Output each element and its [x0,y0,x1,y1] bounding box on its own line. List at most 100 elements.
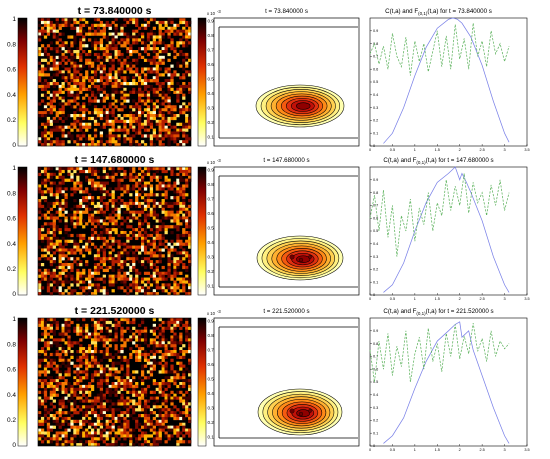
profile-x-tick: 3 [504,148,506,152]
colorbar-exponent: x 10 [207,311,216,316]
colorbar-exponent-power: -3 [217,309,221,314]
profile-x-tick: 2.5 [480,297,485,301]
profile-title: C(t,a) and F(0,1)(t,a) for t = 221.52000… [383,308,493,316]
profile-y-tick: 0 [373,444,375,448]
profile-y-tick: 0.9 [373,178,378,182]
profile-x-tick: 0.5 [390,297,395,301]
contour-colorbar-tick: 0.6 [208,362,215,367]
profile-plot: 0.90.80.70.60.50.40.30.20.100 0.5 1 1.5 2 2.5… [369,17,530,152]
map-colorbar-tick: 0 [12,442,16,449]
contour-colorbar-tick: 0.4 [208,91,215,96]
profile-x-tick: 0 [369,297,371,301]
map-colorbar [17,166,28,296]
map-colorbar-tick: 0.4 [7,392,16,399]
f-series-line [369,323,510,383]
contour-colorbar-tick: 0.7 [208,48,215,53]
profile-y-tick: 0.8 [373,191,378,195]
profile-x-tick: 1.5 [435,148,440,152]
contour-colorbar-tick: 0.6 [208,62,215,67]
profile-y-tick: 0.6 [373,216,378,220]
contour-colorbar-tick: 0.7 [208,348,215,353]
profile-x-tick: 3.5 [524,148,529,152]
contour-colorbar-tick: 0.9 [208,319,215,324]
profile-y-tick: 0.8 [373,342,378,346]
contour-colorbar-tick: 0.9 [208,19,215,24]
profile-y-tick: 0 [373,293,375,297]
c-series-line [383,166,510,293]
contour-title: t = 73.840000 s [265,8,308,15]
contour-colorbar [197,17,207,147]
colorbar-exponent-power: -3 [217,9,221,14]
profile-y-tick: 0.4 [373,393,378,397]
profile-title-sub: (0,1) [416,311,426,316]
map-colorbar-tick: 1 [12,165,16,172]
profile-y-tick: 0.1 [373,431,378,435]
profile-y-tick: 0.1 [373,280,378,284]
contour-colorbar-tick: 0.2 [208,420,215,425]
profile-y-tick: 0.5 [373,80,378,84]
contour-plot [213,317,360,447]
profile-title-main: C(t,a) and F [385,8,418,15]
profile-x-tick: 2 [459,448,461,452]
map-title: t = 221.520000 s [75,305,155,317]
contour-colorbar-tick: 0.4 [208,240,215,245]
map-colorbar-tick: 0.2 [7,117,16,124]
speckle-map [37,17,192,147]
map-colorbar-tick: 0 [12,142,16,149]
profile-title-rest: (t,a) for t = 221.520000 s [426,308,494,315]
profile-x-tick: 3.5 [524,297,529,301]
contour-colorbar-tick: 0.3 [208,406,215,411]
map-colorbar-tick: 0 [12,291,16,298]
contour-colorbar-tick: 0.1 [208,435,215,440]
c-series-line [383,321,510,444]
map-colorbar-tick: 0.4 [7,92,16,99]
profile-y-tick: 0.2 [373,119,378,123]
profile-title-main: C(t,a) and F [383,308,416,315]
speckle-map [37,166,192,296]
contour-plot [213,166,360,296]
map-colorbar [17,17,28,147]
map-colorbar-tick: 0.8 [7,341,16,348]
map-title: t = 147.680000 s [75,154,155,166]
contour-colorbar-tick: 0.3 [208,106,215,111]
contour-colorbar-tick: 0.5 [208,77,215,82]
profile-y-tick: 0.9 [373,329,378,333]
profile-x-tick: 1.5 [435,448,440,452]
map-colorbar-tick: 0.6 [7,367,16,374]
contour-colorbar-tick: 0.8 [208,333,215,338]
contour-colorbar-tick: 0.2 [208,269,215,274]
profile-y-tick: 0 [373,144,375,148]
speckle-map [37,317,192,447]
profile-x-tick: 2.5 [480,448,485,452]
contour-colorbar [197,317,207,447]
profile-y-tick: 0.2 [373,268,378,272]
profile-plot: 0.90.80.70.60.50.40.30.20.100 0.5 1 1.5 2 2.5… [369,317,530,452]
contour-colorbar-tick: 0.5 [208,377,215,382]
colorbar-exponent-power: -3 [217,158,221,163]
profile-x-tick: 2.5 [480,148,485,152]
profile-y-tick: 0.6 [373,67,378,71]
colorbar-exponent: x 10 [207,11,216,16]
map-title: t = 73.840000 s [78,5,152,17]
profile-x-tick: 3 [504,448,506,452]
contour-plot [213,17,360,147]
profile-x-tick: 0.5 [390,448,395,452]
profile-plot: 0.90.80.70.60.50.40.30.20.100 0.5 1 1.5 2 2.5… [369,166,530,301]
profile-y-tick: 0.1 [373,131,378,135]
profile-y-tick: 0.5 [373,380,378,384]
profile-y-tick: 0.3 [373,255,378,259]
contour-colorbar-tick: 0.2 [208,120,215,125]
map-colorbar-tick: 0.4 [7,241,16,248]
f-series-line [369,23,510,76]
profile-x-tick: 1 [414,448,416,452]
profile-y-tick: 0.4 [373,242,378,246]
profile-y-tick: 0.4 [373,93,378,97]
contour-title: t = 147.680000 s [263,157,309,164]
contour-colorbar [197,166,207,296]
profile-title-sub: (0,1) [418,11,428,16]
profile-title-rest: (t,a) for t = 147.680000 s [426,157,494,164]
profile-y-tick: 0.3 [373,106,378,110]
